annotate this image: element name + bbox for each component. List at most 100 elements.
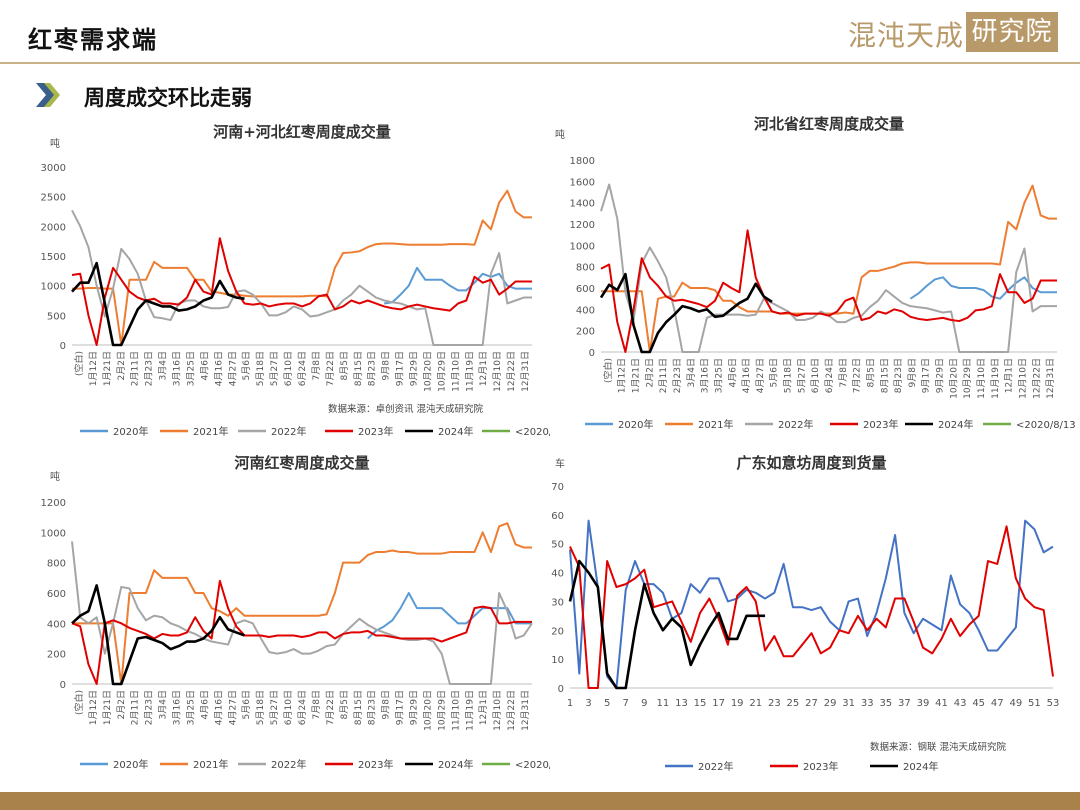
x-tick-label: 12月22日 (506, 690, 517, 731)
y-tick-label: 2000 (41, 222, 66, 233)
x-tick-label: 23 (768, 698, 781, 709)
x-tick-label: 3月25日 (185, 690, 196, 725)
x-tick-label: 7月8日 (311, 351, 322, 380)
x-tick-label: 8月23日 (367, 690, 378, 725)
series-line-0 (569, 519, 1054, 689)
y-tick-label: 1200 (41, 498, 66, 509)
data-source-note: 数据来源：钢联 混沌天成研究院 (870, 741, 1007, 753)
x-tick-label: 12月10日 (492, 690, 503, 731)
y-tick-label: 0 (60, 341, 66, 352)
x-tick-label: (空白) (73, 351, 85, 376)
x-tick-label: 1月12日 (88, 351, 99, 386)
y-tick-label: 70 (551, 482, 564, 493)
x-tick-label: 49 (1009, 698, 1022, 709)
y-tick-label: 10 (551, 655, 564, 666)
x-tick-label: 9月29日 (935, 358, 946, 393)
x-tick-label: 2月11日 (130, 690, 141, 725)
x-tick-label: 9月29日 (409, 690, 420, 725)
x-tick-label: 3月4日 (686, 358, 697, 387)
y-tick-label: 200 (47, 650, 66, 661)
y-tick-label: 800 (576, 263, 595, 274)
x-tick-label: 8月15日 (353, 690, 364, 725)
x-tick-label: 10月20日 (948, 358, 959, 399)
x-tick-label: 2月23日 (672, 358, 683, 393)
x-tick-label: 3月4日 (158, 351, 169, 380)
series-line-4 (71, 261, 245, 347)
y-tick-label: 400 (47, 619, 66, 630)
x-tick-label: 9月17日 (395, 690, 406, 725)
series-line-1 (72, 522, 532, 685)
legend-label: 2021年 (698, 418, 733, 431)
x-tick-label: 1月12日 (88, 690, 99, 725)
x-tick-label: 4月27日 (227, 351, 238, 386)
x-tick-label: 11月10日 (450, 690, 461, 731)
x-tick-label: 4月6日 (727, 358, 738, 387)
y-tick-label: 600 (576, 284, 595, 295)
x-tick-label: 5月18日 (783, 358, 794, 393)
chart-title: 河南+河北红枣周度成交量 (213, 123, 391, 141)
x-tick-label: 1月21日 (102, 351, 113, 386)
x-tick-label: 1月21日 (631, 358, 642, 393)
x-tick-label: 6月10日 (283, 351, 294, 386)
x-tick-label: 3月16日 (700, 358, 711, 393)
x-tick-label: 11月10日 (976, 358, 987, 399)
x-tick-label: 2月11日 (658, 358, 669, 393)
legend-label: 2023年 (358, 425, 393, 438)
legend-label: 2020年 (618, 418, 653, 431)
x-tick-label: 7月22日 (325, 690, 336, 725)
y-tick-label: 1600 (570, 177, 595, 188)
x-tick-label: 12月22日 (1031, 358, 1042, 399)
series-line-1 (72, 189, 532, 346)
x-tick-label: 8月15日 (879, 358, 890, 393)
series-line-0 (909, 276, 1057, 300)
x-tick-label: 33 (861, 698, 874, 709)
x-tick-label: 4月27日 (227, 690, 238, 725)
x-tick-label: 3月16日 (172, 351, 183, 386)
series-line-1 (569, 525, 1054, 689)
header: 红枣需求端 混沌天成 研究院 (0, 0, 1080, 70)
y-tick-label: 30 (551, 597, 564, 608)
y-tick-label: 2500 (41, 193, 66, 204)
x-tick-label: 8月23日 (893, 358, 904, 393)
x-tick-label: 6月24日 (297, 351, 308, 386)
x-tick-label: 45 (972, 698, 985, 709)
x-tick-label: 4月6日 (199, 351, 210, 380)
legend-label: <2020/8/13 (1016, 420, 1075, 431)
x-tick-label: 12月31日 (520, 690, 531, 731)
y-tick-label: 1800 (570, 156, 595, 167)
legend-label: 2023年 (358, 758, 393, 771)
x-tick-label: 21 (749, 698, 762, 709)
y-tick-label: 1000 (41, 528, 66, 539)
x-tick-label: (空白) (73, 690, 85, 715)
x-tick-label: 19 (731, 698, 744, 709)
x-tick-label: 9月29日 (409, 351, 420, 386)
footer-bar (0, 792, 1080, 810)
x-tick-label: 12月10日 (492, 351, 503, 392)
x-tick-label: 5月18日 (255, 690, 266, 725)
y-tick-label: 1500 (41, 252, 66, 263)
x-tick-label: 5月6日 (241, 351, 252, 380)
x-tick-label: 41 (935, 698, 948, 709)
y-axis-unit: 车 (555, 457, 565, 470)
y-tick-label: 20 (551, 626, 564, 637)
x-tick-label: 12月22日 (506, 351, 517, 392)
x-tick-label: 5 (604, 698, 610, 709)
x-tick-label: 9月17日 (395, 351, 406, 386)
x-tick-label: 12月10日 (1017, 358, 1028, 399)
x-tick-label: 8月23日 (367, 351, 378, 386)
chart-title: 河南红枣周度成交量 (234, 454, 369, 472)
legend-label: <2020/8/13 (515, 427, 550, 438)
legend-label: 2024年 (903, 760, 938, 773)
x-tick-label: 5月6日 (241, 690, 252, 719)
x-tick-label: 5月6日 (769, 358, 780, 387)
x-tick-label: 8月15日 (353, 351, 364, 386)
x-tick-label: 4月16日 (213, 351, 224, 386)
x-tick-label: 1月12日 (617, 358, 628, 393)
x-tick-label: 11月19日 (464, 690, 475, 731)
x-tick-label: 5月27日 (796, 358, 807, 393)
x-tick-label: 43 (954, 698, 967, 709)
x-tick-label: 12月1日 (1004, 358, 1015, 393)
